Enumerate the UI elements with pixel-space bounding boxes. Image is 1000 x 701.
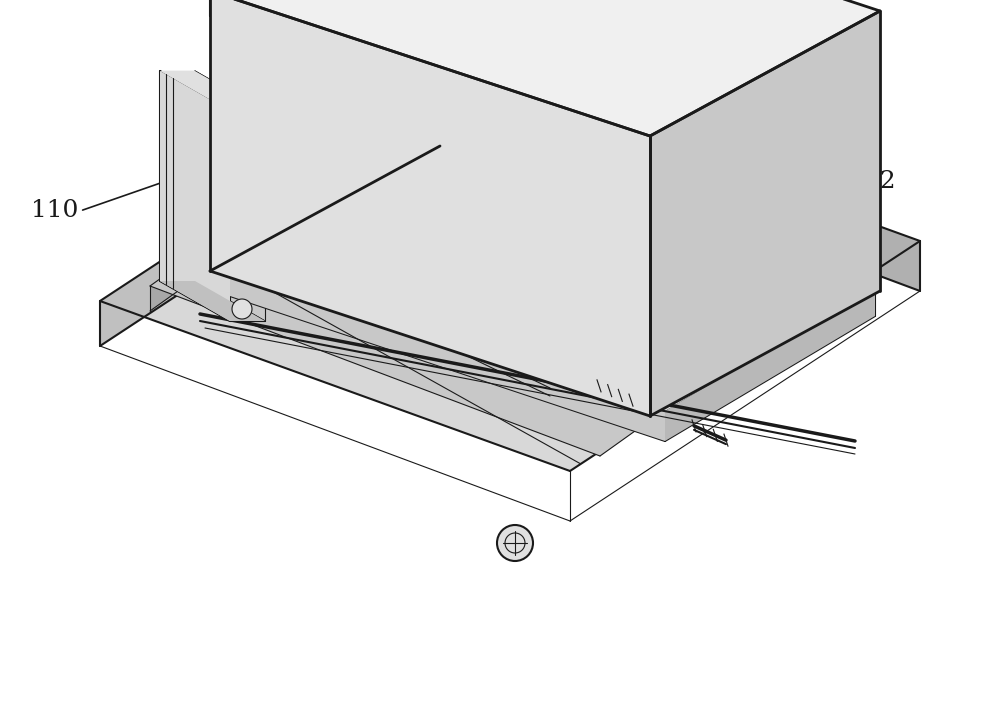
Polygon shape bbox=[428, 0, 658, 214]
Polygon shape bbox=[230, 266, 665, 441]
Polygon shape bbox=[150, 86, 430, 311]
Polygon shape bbox=[100, 71, 450, 346]
Polygon shape bbox=[210, 0, 650, 416]
Polygon shape bbox=[645, 0, 875, 286]
Circle shape bbox=[232, 299, 252, 319]
Polygon shape bbox=[160, 71, 265, 111]
Polygon shape bbox=[319, 0, 549, 177]
Polygon shape bbox=[591, 0, 875, 106]
Polygon shape bbox=[150, 86, 880, 456]
Polygon shape bbox=[210, 0, 875, 106]
Polygon shape bbox=[430, 86, 880, 281]
Text: 173: 173 bbox=[656, 125, 704, 203]
Polygon shape bbox=[160, 281, 265, 321]
Polygon shape bbox=[264, 0, 494, 159]
Polygon shape bbox=[645, 0, 875, 286]
Text: 170: 170 bbox=[492, 55, 584, 134]
Polygon shape bbox=[210, 0, 440, 141]
Polygon shape bbox=[230, 141, 875, 411]
Polygon shape bbox=[428, 0, 712, 52]
Text: 12: 12 bbox=[783, 170, 896, 220]
Polygon shape bbox=[210, 0, 440, 141]
Polygon shape bbox=[100, 71, 920, 471]
Text: 110: 110 bbox=[31, 200, 79, 222]
Circle shape bbox=[497, 525, 533, 561]
Polygon shape bbox=[665, 286, 875, 441]
Polygon shape bbox=[450, 71, 920, 291]
Polygon shape bbox=[482, 0, 712, 231]
Polygon shape bbox=[210, 0, 880, 136]
Polygon shape bbox=[373, 0, 658, 34]
Polygon shape bbox=[650, 11, 880, 416]
Polygon shape bbox=[536, 0, 821, 88]
Polygon shape bbox=[160, 71, 230, 321]
Text: 100: 100 bbox=[206, 175, 328, 245]
Polygon shape bbox=[373, 0, 603, 196]
Text: 120: 120 bbox=[246, 55, 377, 115]
Text: 11: 11 bbox=[351, 10, 396, 118]
Polygon shape bbox=[319, 0, 603, 15]
Polygon shape bbox=[591, 0, 821, 268]
Polygon shape bbox=[482, 0, 766, 70]
Polygon shape bbox=[536, 0, 766, 250]
